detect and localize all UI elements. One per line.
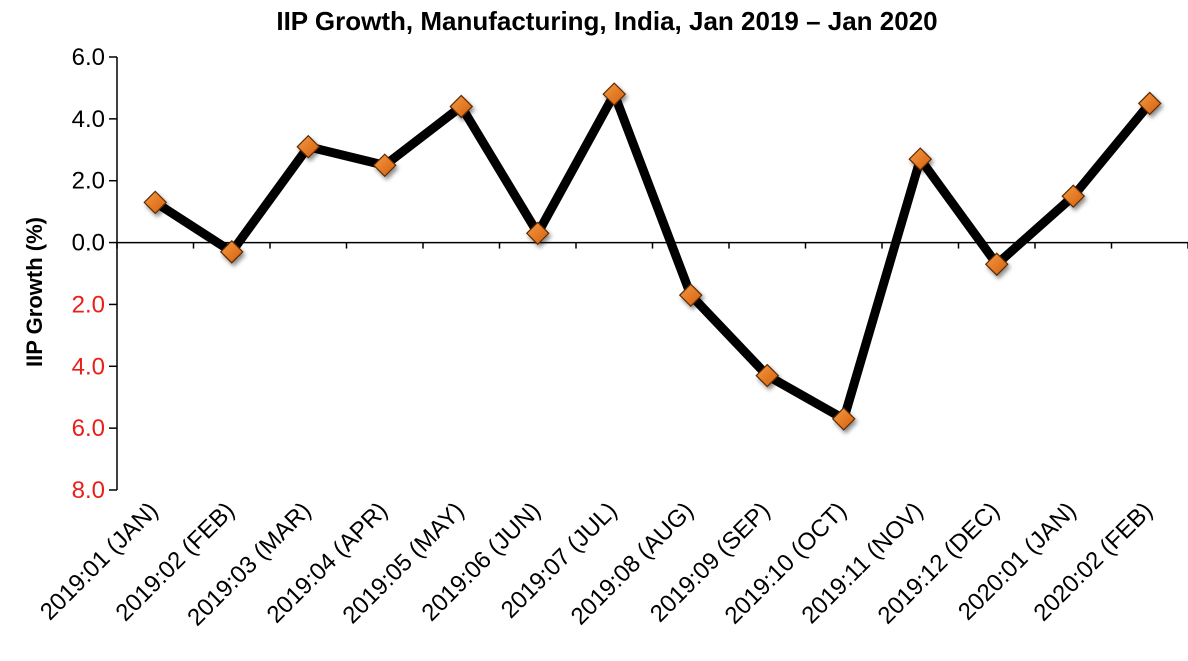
data-point-marker (908, 147, 933, 171)
data-point-marker (296, 134, 321, 159)
y-tick-label: 6.0 (72, 415, 105, 442)
data-point-marker (525, 221, 550, 246)
y-tick-label: 4.0 (72, 106, 105, 133)
data-point-marker (755, 363, 780, 388)
y-tick-label: 8.0 (72, 477, 105, 504)
data-point-marker (831, 407, 856, 431)
series-line (150, 89, 1155, 424)
markers-group (143, 82, 1162, 431)
data-point-marker (602, 82, 627, 106)
y-tick-label: 6.0 (72, 44, 105, 71)
y-tick-label: 2.0 (72, 168, 105, 195)
data-point-marker (372, 153, 397, 178)
y-tick-label: 2.0 (72, 291, 105, 318)
data-point-marker (1061, 184, 1086, 209)
data-point-marker (678, 283, 703, 307)
data-point-marker (984, 252, 1009, 277)
data-point-marker (449, 94, 474, 119)
data-point-marker (143, 190, 168, 215)
series-line-group (150, 89, 1155, 424)
data-point-marker (219, 240, 244, 264)
y-tick-label: 0.0 (72, 230, 105, 257)
axes (109, 56, 1188, 491)
y-tick-label: 4.0 (72, 353, 105, 380)
data-point-marker (1137, 91, 1162, 116)
chart-title: IIP Growth, Manufacturing, India, Jan 20… (276, 6, 937, 36)
x-tick-labels: 2019:01 (JAN)2019:02 (FEB)2019:03 (MAR)2… (35, 497, 1158, 631)
y-tick-labels: 6.0 4.0 2.0 0.0 2.0 4.0 6.0 8.0 (72, 44, 105, 504)
y-axis-label: IIP Growth (%) (22, 217, 47, 367)
